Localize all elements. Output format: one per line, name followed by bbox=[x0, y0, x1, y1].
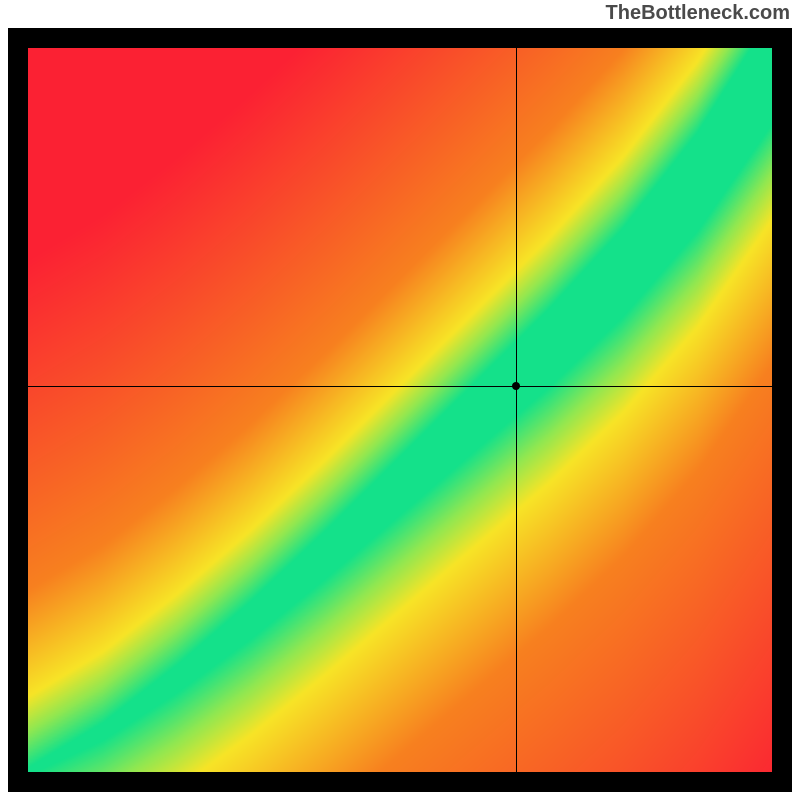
watermark-text: TheBottleneck.com bbox=[606, 2, 790, 25]
heatmap-chart bbox=[8, 28, 792, 792]
crosshair-marker bbox=[512, 382, 520, 390]
crosshair-vertical bbox=[516, 48, 517, 772]
crosshair-horizontal bbox=[28, 386, 772, 387]
heatmap-canvas bbox=[28, 48, 772, 772]
